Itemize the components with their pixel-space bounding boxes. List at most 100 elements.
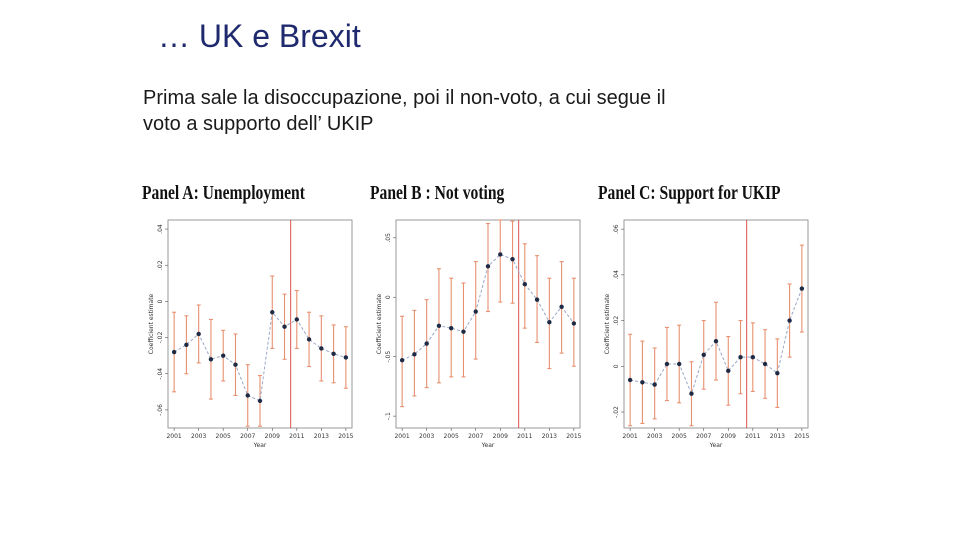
data-point	[412, 352, 417, 357]
panel-b-title: Panel B : Not voting	[370, 182, 505, 204]
panel-c-title: Panel C: Support for UKIP	[598, 182, 781, 204]
data-point	[257, 398, 263, 404]
x-tick-label: 2011	[745, 433, 760, 440]
x-tick-label: 2013	[542, 433, 557, 440]
x-tick-label: 2003	[647, 433, 662, 440]
y-tick-label: -.1	[385, 412, 392, 420]
y-tick-label: 0	[157, 299, 164, 303]
x-tick-label: 2007	[696, 433, 711, 440]
y-tick-label: .02	[613, 316, 620, 326]
panel-c: Panel C: Support for UKIP -.02 0 .02 .04 .06…	[598, 182, 826, 460]
x-tick-label: 2005	[672, 433, 687, 440]
y-axis-title: Coefficient estimate	[604, 293, 611, 354]
y-tick-label: -.02	[613, 406, 620, 418]
y-tick-label: -.02	[157, 332, 164, 344]
data-point	[331, 351, 336, 357]
data-point	[473, 309, 478, 314]
y-tick-label: -.05	[385, 351, 392, 363]
x-tick-label: 2013	[314, 433, 329, 440]
panel-c-chart: -.02 0 .02 .04 .06 2001 2003 2005 2007 2009 2011 20…	[604, 219, 810, 449]
y-tick-label: -.06	[157, 404, 164, 416]
data-point	[775, 370, 780, 376]
data-point	[652, 382, 657, 387]
x-tick-label: 2007	[468, 433, 483, 440]
plot-frame	[167, 219, 353, 429]
x-tick-label: 2015	[566, 433, 581, 440]
y-tick-label: 0	[613, 364, 620, 368]
x-tick-label: 2005	[444, 433, 459, 440]
data-point	[701, 352, 706, 358]
x-axis-title: Year	[253, 442, 267, 449]
data-point	[208, 357, 214, 362]
y-tick-label: .04	[613, 270, 620, 280]
panel-a: Panel A: Unemployment -.06 -.04 -.02 0 .02 .0…	[142, 182, 370, 460]
data-point	[196, 331, 201, 337]
data-point	[547, 320, 552, 325]
x-tick-label: 2015	[338, 433, 353, 440]
data-point	[726, 368, 731, 374]
data-point	[787, 318, 792, 323]
slide-body-line-1: Prima sale la disoccupazione, poi il non…	[143, 87, 666, 109]
y-tick-label: -.04	[157, 368, 164, 380]
x-tick-label: 2007	[240, 433, 255, 440]
y-tick-label: 0	[385, 295, 392, 299]
x-tick-label: 2003	[419, 433, 434, 440]
slide-body-line-2: voto a supporto dell’ UKIP	[143, 113, 374, 135]
data-point	[762, 361, 768, 367]
data-point	[221, 353, 226, 358]
panel-a-title: Panel A: Unemployment	[142, 182, 305, 204]
x-tick-label: 2001	[622, 433, 637, 440]
data-point	[282, 324, 287, 329]
y-tick-label: .02	[157, 260, 164, 270]
data-point	[233, 362, 238, 367]
data-point	[689, 391, 694, 396]
y-tick-label: .04	[157, 224, 164, 234]
data-point	[184, 342, 189, 347]
y-tick-label: .06	[613, 224, 620, 234]
x-tick-label: 2013	[770, 433, 785, 440]
data-point	[571, 321, 577, 326]
data-point	[713, 338, 719, 344]
data-point	[449, 325, 454, 331]
x-tick-label: 2009	[721, 433, 736, 440]
data-point	[461, 329, 466, 334]
data-point	[750, 354, 755, 360]
y-tick-label: .05	[385, 233, 392, 243]
data-point	[171, 349, 177, 355]
x-axis-title: Year	[709, 442, 723, 449]
panel-b-chart: -.1 -.05 0 .05 2001 2003 2005 2007 2009 2011 2013 2…	[376, 219, 582, 449]
data-point	[559, 304, 564, 309]
data-point	[245, 393, 250, 398]
data-point	[306, 337, 312, 342]
data-point	[664, 361, 670, 367]
x-tick-label: 2003	[191, 433, 206, 440]
data-point	[534, 297, 540, 302]
plot-frame	[395, 219, 581, 429]
panel-b: Panel B : Not voting -.1 -.05 0 .05 2001 2003…	[370, 182, 598, 460]
x-tick-label: 2001	[394, 433, 409, 440]
x-tick-label: 2001	[166, 433, 181, 440]
x-tick-label: 2011	[289, 433, 304, 440]
data-point	[498, 252, 503, 257]
data-point	[319, 346, 324, 351]
data-point	[343, 355, 349, 360]
x-axis-title: Year	[481, 442, 495, 449]
data-point	[399, 358, 405, 363]
data-point	[294, 317, 299, 322]
data-point	[738, 354, 743, 360]
x-tick-label: 2005	[216, 433, 231, 440]
x-tick-label: 2011	[517, 433, 532, 440]
slide-body: Prima sale la disoccupazione, poi il non…	[143, 85, 823, 137]
data-point	[677, 361, 682, 367]
x-tick-label: 2015	[794, 433, 809, 440]
slide-title: … UK e Brexit	[158, 18, 361, 54]
data-point	[510, 257, 515, 262]
data-point	[424, 341, 429, 346]
data-point	[640, 380, 645, 385]
y-axis-title: Coefficient estimate	[148, 293, 155, 354]
data-point	[627, 377, 633, 383]
x-tick-label: 2009	[265, 433, 280, 440]
data-point	[799, 286, 805, 291]
data-point	[485, 264, 491, 269]
x-tick-label: 2009	[493, 433, 508, 440]
